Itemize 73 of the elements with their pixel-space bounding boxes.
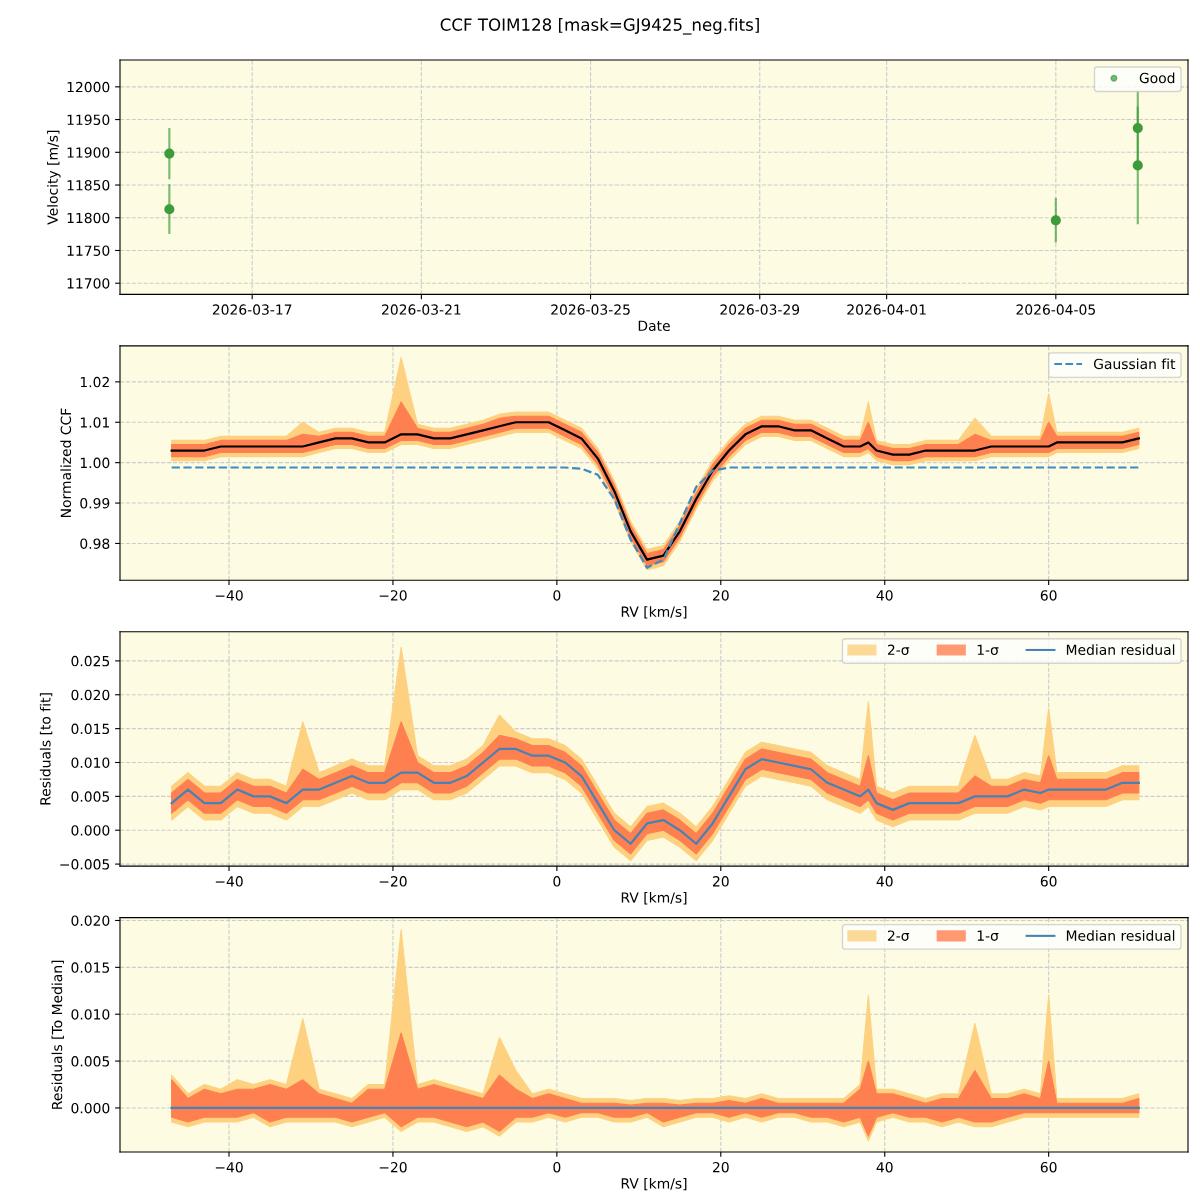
y-tick-label: 11700 (67, 278, 110, 289)
legend-label: 1-σ (977, 644, 999, 656)
legend-label: Gaussian fit (1093, 358, 1176, 370)
y-tick-label: 0.005 (71, 1056, 110, 1067)
legend-label: Median residual (1066, 930, 1175, 941)
legend-label: 2-σ (887, 930, 910, 941)
x-tick-label: 20 (712, 590, 729, 601)
x-tick-label: 40 (876, 876, 893, 887)
x-axis-title: RV [km/s] (621, 606, 687, 619)
x-tick-label: −40 (215, 590, 243, 601)
x-tick-label: 0 (553, 876, 561, 887)
legend-label: Median residual (1066, 644, 1175, 656)
x-tick-label: 40 (876, 590, 893, 601)
x-axis-title: Date (638, 320, 670, 332)
x-tick-label: 2026-04-01 (847, 304, 926, 315)
x-tick-label: −20 (379, 590, 407, 601)
line-series (170, 747, 1140, 845)
y-tick-label: 0.015 (71, 723, 110, 735)
y-tick-label: 0.010 (71, 1009, 110, 1020)
point (164, 148, 175, 159)
line-series (170, 466, 1140, 569)
y-axis-title: Normalized CCF (60, 408, 72, 517)
y-tick-label: 1.02 (80, 376, 109, 388)
y-tick-label: 0.020 (71, 915, 110, 926)
line-series (170, 421, 1140, 561)
y-tick-label: 12000 (67, 81, 110, 93)
point (1132, 122, 1143, 134)
x-tick-label: 60 (1040, 1161, 1057, 1173)
point (1132, 160, 1143, 171)
x-axis-title: RV [km/s] (621, 892, 687, 905)
y-tick-label: 11850 (67, 179, 110, 191)
x-tick-label: 0 (553, 590, 561, 601)
y-tick-label: 11800 (67, 212, 110, 224)
y-tick-label: 11750 (67, 245, 110, 256)
x-tick-label: 20 (712, 876, 729, 887)
y-tick-label: 0.025 (71, 655, 110, 667)
legend-label: 1-σ (977, 930, 999, 941)
legend-label: 2-σ (887, 644, 910, 656)
point (164, 204, 175, 215)
x-axis-title: RV [km/s] (621, 1177, 687, 1191)
y-tick-label: 0.010 (71, 757, 110, 768)
x-tick-label: −20 (379, 1161, 407, 1173)
x-tick-label: 2026-04-05 (1016, 304, 1095, 315)
x-tick-label: 2026-03-25 (551, 304, 630, 315)
x-tick-label: 0 (553, 1161, 561, 1173)
x-tick-label: 60 (1040, 590, 1057, 601)
y-tick-label: 0.000 (71, 1102, 110, 1114)
y-axis-title: Residuals [to fit] (39, 693, 53, 805)
y-tick-label: 0.020 (71, 689, 110, 701)
y-tick-label: 1.00 (80, 457, 110, 469)
x-tick-label: 2026-03-17 (212, 304, 292, 315)
y-tick-label: 0.005 (71, 791, 110, 802)
x-tick-label: −20 (379, 876, 407, 887)
y-tick-label: 0.99 (80, 498, 110, 509)
y-tick-label: 11950 (67, 114, 110, 126)
x-tick-label: −40 (215, 876, 243, 887)
y-axis-title: Velocity [m/s] (47, 130, 61, 225)
y-axis-title: Residuals [To Median] (51, 960, 64, 1109)
x-tick-label: 2026-03-29 (720, 304, 800, 315)
x-tick-label: −40 (215, 1161, 243, 1173)
x-tick-label: 2026-03-21 (382, 304, 461, 315)
x-tick-label: 60 (1040, 876, 1057, 887)
legend-label: Good (1139, 72, 1175, 84)
y-tick-label: 0.015 (71, 962, 110, 973)
y-tick-label: 0.98 (80, 538, 110, 549)
x-tick-label: 40 (876, 1161, 893, 1173)
y-tick-label: 1.01 (80, 417, 109, 428)
chart-title: CCF TOIM128 [mask=GJ9425_neg.fits] (440, 18, 759, 35)
y-tick-label: 0.000 (71, 825, 110, 836)
y-tick-label: −0.005 (60, 859, 110, 870)
x-tick-label: 20 (712, 1161, 729, 1173)
point (1050, 215, 1061, 226)
y-tick-label: 11900 (67, 147, 110, 158)
